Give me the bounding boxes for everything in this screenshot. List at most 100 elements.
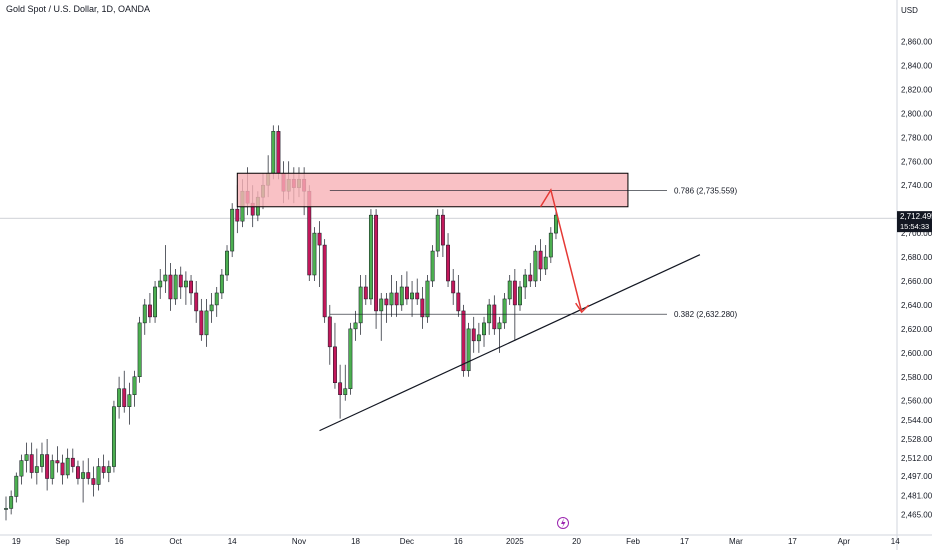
candle-body: [368, 214, 373, 300]
candle: [456, 275, 461, 317]
candle-body: [111, 406, 116, 467]
candle-body: [420, 298, 425, 318]
lightning-icon: [557, 517, 569, 529]
candle-body: [235, 208, 240, 222]
candle-body: [163, 274, 168, 282]
candle-body: [317, 232, 322, 246]
candle: [523, 269, 528, 299]
candle: [158, 269, 163, 299]
candle-body: [24, 454, 29, 461]
candle: [322, 239, 327, 323]
candle-body: [528, 274, 533, 282]
candle: [471, 316, 476, 353]
candle-body: [158, 280, 163, 288]
candle: [410, 280, 415, 317]
candle: [9, 490, 14, 515]
candle: [440, 209, 445, 258]
candle: [476, 322, 481, 353]
candle: [214, 286, 219, 317]
candle-body: [497, 322, 502, 330]
candle: [399, 275, 404, 311]
candle: [137, 316, 142, 383]
y-tick-label: 2,740.000: [901, 181, 932, 190]
candle-body: [142, 304, 147, 324]
candle-body: [45, 454, 50, 479]
candle: [132, 370, 137, 407]
candle: [507, 275, 512, 305]
candle-body: [276, 131, 281, 174]
drawings[interactable]: 0.786 (2,735.559) 0.382 (2,632.280): [236, 172, 737, 432]
candle-body: [219, 274, 224, 294]
candle-body: [415, 292, 420, 300]
y-tick-label: 2,528.000: [901, 435, 932, 444]
symbol-title: Gold Spot / U.S. Dollar, 1D, OANDA: [6, 4, 151, 14]
candle-body: [343, 388, 348, 395]
candle: [276, 125, 281, 180]
candle: [111, 400, 116, 473]
candle: [91, 466, 96, 497]
candle: [163, 245, 168, 293]
candle-body: [410, 292, 415, 300]
candle: [466, 322, 471, 377]
candle-body: [425, 280, 430, 318]
candle-body: [127, 394, 132, 407]
candle-body: [523, 274, 528, 288]
y-tick-label: 2,840.000: [901, 61, 932, 70]
candle-body: [4, 508, 8, 510]
candle-body: [482, 322, 486, 336]
candle: [153, 280, 158, 323]
candle: [312, 227, 317, 281]
candle-body: [106, 466, 111, 473]
y-tick-label: 2,481.000: [901, 491, 932, 500]
candle-body: [40, 454, 44, 467]
y-tick-label: 2,660.000: [901, 277, 932, 286]
candle-body: [9, 496, 14, 509]
candle-body: [322, 244, 327, 318]
candle-body: [543, 256, 548, 270]
candle: [86, 458, 91, 485]
candle-body: [374, 214, 379, 312]
axis-labels: USD 2,465.000 2,481.000 2,497.000 2,512.000 2…: [12, 6, 932, 546]
candle-body: [214, 292, 219, 306]
x-tick-label: Nov: [292, 537, 306, 546]
candle-body: [471, 328, 476, 342]
candle: [204, 298, 209, 347]
y-tick-label: 2,820.000: [901, 85, 932, 94]
x-tick-label: Apr: [838, 537, 851, 546]
resistance-zone: [236, 172, 629, 208]
x-tick-label: 17: [680, 537, 689, 546]
y-tick-label: 2,465.000: [901, 510, 932, 519]
candle-body: [81, 472, 86, 479]
candle-body: [430, 250, 435, 282]
candle-body: [435, 214, 440, 252]
candle: [209, 292, 214, 323]
candle: [24, 442, 29, 473]
x-tick-label: Dec: [400, 537, 414, 546]
candle: [96, 458, 101, 491]
candle: [446, 233, 450, 287]
candle-body: [168, 274, 173, 300]
candle: [14, 472, 19, 503]
candle-body: [86, 472, 91, 479]
candle: [230, 203, 235, 258]
candle-body: [476, 334, 481, 342]
candle: [353, 310, 358, 341]
candle: [333, 322, 337, 389]
candle-body: [14, 475, 19, 497]
x-tick-label: Feb: [626, 537, 640, 546]
candle: [65, 448, 70, 479]
candle: [363, 275, 368, 305]
candle: [178, 266, 183, 299]
candle-body: [492, 304, 497, 330]
candle: [50, 454, 55, 485]
candle: [4, 496, 8, 521]
y-tick-label: 2,680.000: [901, 253, 932, 262]
candle-body: [456, 292, 461, 312]
candle-body: [271, 131, 276, 174]
candle: [512, 269, 517, 341]
x-tick-label: 16: [115, 537, 124, 546]
last-price-bg: [897, 211, 932, 233]
candle: [389, 275, 394, 317]
